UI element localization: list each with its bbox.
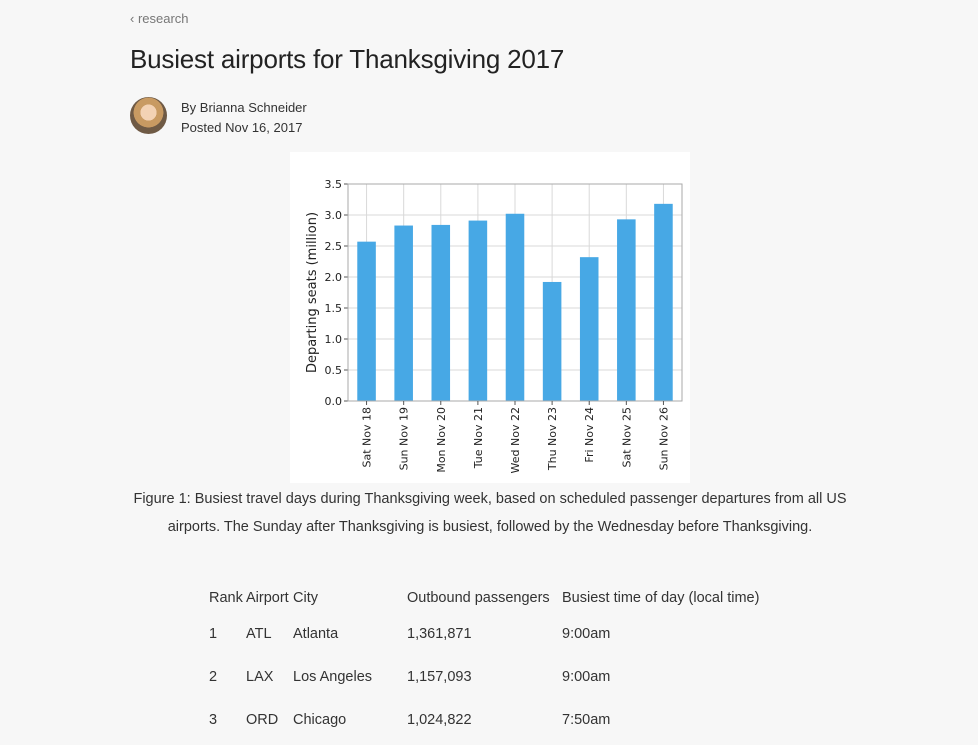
x-tick-label: Fri Nov 24 <box>583 407 596 463</box>
author-name: By Brianna Schneider <box>181 100 307 115</box>
posted-date: Posted Nov 16, 2017 <box>181 120 303 135</box>
y-axis-label: Departing seats (million) <box>305 212 320 373</box>
x-tick-label: Sun Nov 19 <box>398 407 411 470</box>
cell-outbound: 1,024,822 <box>407 711 472 728</box>
cell-busiest-time: 9:00am <box>562 668 611 685</box>
bar <box>579 257 599 401</box>
cell-airport: ATL <box>246 625 272 642</box>
bar <box>357 241 376 401</box>
bar <box>394 225 413 401</box>
x-tick-label: Thu Nov 23 <box>546 407 559 471</box>
figure-caption: Figure 1: Busiest travel days during Tha… <box>133 491 847 535</box>
header-airport: Airport <box>246 589 289 606</box>
cell-city: Chicago <box>293 711 347 728</box>
x-tick-label: Tue Nov 21 <box>472 407 485 469</box>
cell-outbound: 1,157,093 <box>407 668 472 685</box>
header-busiest-time: Busiest time of day (local time) <box>562 589 760 606</box>
header-rank: Rank <box>209 589 243 606</box>
bar <box>617 219 636 401</box>
bar <box>468 220 488 401</box>
back-to-research-link[interactable]: ‹ research <box>130 11 189 26</box>
cell-rank: 1 <box>209 625 218 642</box>
header-city: City <box>293 589 318 606</box>
bar <box>431 224 451 401</box>
x-tick-label: Sat Nov 25 <box>620 407 633 468</box>
cell-city: Atlanta <box>293 625 339 642</box>
y-tick-label: 3.0 <box>325 209 343 222</box>
cell-busiest-time: 9:00am <box>562 625 611 642</box>
header-outbound-passengers: Outbound passengers <box>407 589 550 606</box>
table-row: 1 ATL Atlanta 1,361,871 9:00am <box>209 612 759 655</box>
bar <box>654 203 673 401</box>
bar-chart-svg: 0.0 0.5 1.0 1.5 2.0 2.5 3.0 3.5 Sat Nov 18 Sun No… <box>305 178 683 473</box>
cell-airport: ORD <box>246 711 279 728</box>
cell-busiest-time: 7:50am <box>562 711 611 728</box>
bar <box>542 281 562 401</box>
departures-chart: 0.0 0.5 1.0 1.5 2.0 2.5 3.0 3.5 Sat Nov 18 Sun No… <box>290 152 690 483</box>
x-tick-label: Sun Nov 26 <box>657 407 670 470</box>
x-tick-label: Wed Nov 22 <box>509 407 522 473</box>
cell-rank: 3 <box>209 711 218 728</box>
y-tick-label: 3.5 <box>325 178 343 191</box>
table-header-row: Rank Airport City Outbound passengers Bu… <box>209 583 759 612</box>
cell-rank: 2 <box>209 668 218 685</box>
y-tick-label: 2.5 <box>325 240 343 253</box>
byline: By Brianna Schneider Posted Nov 16, 2017 <box>181 98 307 138</box>
x-tick-label: Sat Nov 18 <box>361 407 374 468</box>
y-tick-label: 0.5 <box>325 364 343 377</box>
y-tick-label: 2.0 <box>325 271 343 284</box>
bar <box>505 213 525 401</box>
y-tick-label: 0.0 <box>325 395 343 408</box>
x-tick-label: Mon Nov 20 <box>435 407 448 473</box>
y-tick-label: 1.0 <box>325 333 343 346</box>
table-row: 3 ORD Chicago 1,024,822 7:50am <box>209 698 759 741</box>
busiest-airports-table: Rank Airport City Outbound passengers Bu… <box>209 583 759 741</box>
cell-city: Los Angeles <box>293 668 373 685</box>
page-title: Busiest airports for Thanksgiving 2017 <box>130 44 565 74</box>
cell-airport: LAX <box>246 668 274 685</box>
table-row: 2 LAX Los Angeles 1,157,093 9:00am <box>209 655 759 698</box>
cell-outbound: 1,361,871 <box>407 625 472 642</box>
y-tick-label: 1.5 <box>325 302 343 315</box>
avatar <box>130 97 167 134</box>
